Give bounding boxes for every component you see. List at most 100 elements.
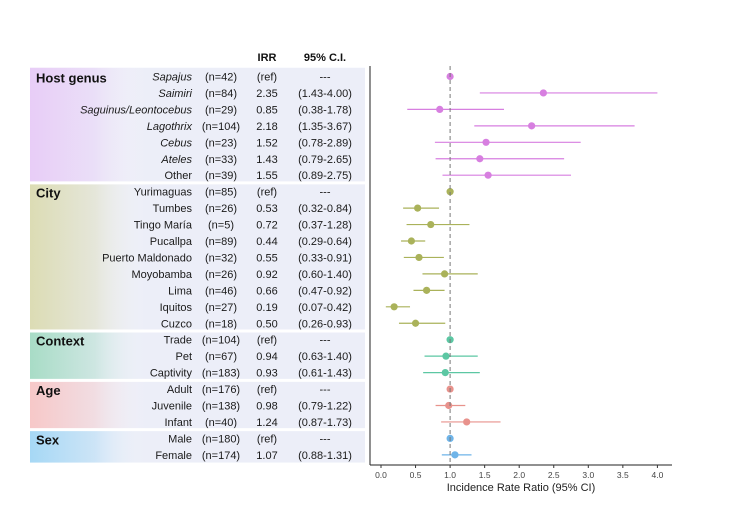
row-n: (n=46) (205, 285, 237, 297)
row-label: Female (155, 450, 192, 462)
x-tick-label: 2.5 (548, 470, 560, 480)
row-irr: (ref) (257, 433, 277, 445)
row-ci: --- (320, 433, 331, 445)
row-n: (n=5) (208, 220, 234, 232)
x-tick-label: 3.0 (582, 470, 594, 480)
row-ci: (0.38-1.78) (298, 104, 352, 116)
point-estimate (415, 253, 423, 262)
row-ci: (0.79-1.22) (298, 401, 352, 413)
row-label: Trade (164, 335, 192, 347)
row-n: (n=42) (205, 72, 237, 84)
row-n: (n=18) (205, 318, 237, 330)
row-irr: 1.55 (256, 170, 277, 182)
row-irr: 0.93 (256, 368, 277, 380)
row-ci: (0.37-1.28) (298, 220, 352, 232)
row-n: (n=29) (205, 104, 237, 116)
row-n: (n=39) (205, 170, 237, 182)
row-irr: 2.18 (256, 121, 277, 133)
row-irr: 0.55 (256, 252, 277, 264)
row-irr: (ref) (257, 384, 277, 396)
row-label: Iquitos (160, 302, 193, 314)
row-irr: 0.72 (256, 220, 277, 232)
row-irr: (ref) (257, 72, 277, 84)
row-ci: (0.26-0.93) (298, 318, 352, 330)
row-ci: (0.87-1.73) (298, 417, 352, 429)
row-label: Cuzco (161, 318, 192, 330)
group-color-cell (30, 182, 148, 331)
point-estimate (390, 303, 398, 311)
row-n: (n=32) (205, 252, 237, 264)
x-axis-label: Incidence Rate Ratio (95% CI) (447, 482, 596, 494)
group-label: Sex (36, 432, 60, 447)
point-estimate (423, 286, 431, 294)
row-n: (n=26) (205, 269, 237, 281)
row-ci: (0.89-2.75) (298, 170, 352, 182)
row-label: Ateles (160, 154, 192, 166)
row-ci: (1.43-4.00) (298, 88, 352, 100)
point-estimate (539, 89, 547, 97)
row-label: Yurimaguas (134, 187, 193, 199)
x-tick-label: 2.0 (513, 470, 525, 480)
row-irr: 0.92 (256, 269, 277, 281)
row-label: Pucallpa (150, 236, 193, 248)
row-n: (n=33) (205, 154, 237, 166)
point-estimate (528, 122, 536, 130)
row-label: Pet (175, 351, 192, 363)
point-estimate (476, 155, 484, 163)
row-ci: (0.07-0.42) (298, 302, 352, 314)
row-ci: (0.60-1.40) (298, 269, 352, 281)
row-label: Saguinus/Leontocebus (80, 104, 192, 116)
point-estimate (442, 352, 450, 360)
row-irr: 1.52 (256, 137, 277, 149)
row-label: Captivity (150, 368, 193, 380)
row-label: Puerto Maldonado (102, 252, 192, 264)
row-label: Saimiri (158, 88, 192, 100)
group-color-cell (30, 380, 148, 430)
x-tick-label: 4.0 (651, 470, 663, 480)
row-n: (n=174) (202, 450, 240, 462)
row-ci: (0.47-0.92) (298, 285, 352, 297)
point-estimate (436, 105, 444, 113)
row-irr: 0.19 (256, 302, 277, 314)
row-irr: 0.50 (256, 318, 277, 330)
row-irr: 0.98 (256, 401, 277, 413)
row-label: Male (168, 433, 192, 445)
table-panel: Host genus Sapajus (n=42) (ref) --- Saimiri (n… (30, 67, 365, 463)
row-n: (n=89) (205, 236, 237, 248)
group-color-cell (30, 330, 148, 381)
row-irr: 1.43 (256, 154, 277, 166)
row-n: (n=104) (202, 335, 240, 347)
row-n: (n=23) (205, 137, 237, 149)
row-ci: (1.35-3.67) (298, 121, 352, 133)
x-tick-label: 0.0 (375, 470, 387, 480)
group-label: City (36, 186, 61, 201)
row-ci: (0.79-2.65) (298, 154, 352, 166)
group-label: Context (36, 334, 85, 349)
row-label: Sapajus (152, 72, 192, 84)
group-label: Host genus (36, 71, 107, 86)
row-n: (n=180) (202, 433, 240, 445)
row-ci: --- (320, 187, 331, 199)
row-ci: (0.61-1.43) (298, 368, 352, 380)
row-ci: --- (320, 384, 331, 396)
row-n: (n=85) (205, 187, 237, 199)
row-irr: 0.94 (256, 351, 277, 363)
row-ci: (0.32-0.84) (298, 203, 352, 215)
row-n: (n=138) (202, 401, 240, 413)
row-n: (n=67) (205, 351, 237, 363)
group-color-cell (30, 67, 148, 183)
row-irr: 2.35 (256, 88, 277, 100)
x-tick-label: 1.0 (444, 470, 456, 480)
row-n: (n=176) (202, 384, 240, 396)
point-estimate (482, 138, 490, 146)
point-estimate (440, 270, 449, 278)
row-ci: (0.33-0.91) (298, 252, 352, 264)
point-estimate (414, 204, 422, 212)
row-n: (n=26) (205, 203, 237, 215)
row-label: Tumbes (153, 203, 193, 215)
row-irr: 0.44 (256, 236, 277, 248)
point-estimate (407, 237, 416, 245)
row-irr: 1.24 (256, 417, 277, 429)
row-ci: (0.63-1.40) (298, 351, 352, 363)
point-estimate (446, 188, 454, 196)
